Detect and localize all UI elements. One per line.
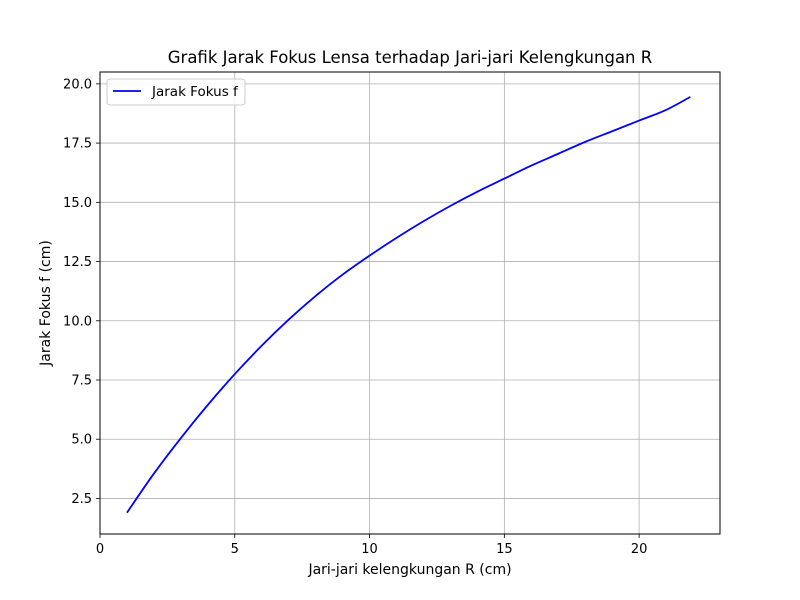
x-tick-label: 0 bbox=[96, 542, 104, 557]
y-tick-label: 5.0 bbox=[71, 433, 92, 448]
legend-box bbox=[106, 78, 246, 106]
y-axis: 2.5 5.0 7.5 10.0 12.5 15.0 17.5 20.0 bbox=[63, 77, 100, 507]
y-tick-label: 2.5 bbox=[71, 492, 92, 507]
y-tick-label: 17.5 bbox=[63, 137, 92, 152]
y-tick-label: 12.5 bbox=[63, 255, 92, 270]
series-layer bbox=[126, 96, 691, 514]
x-axis-label: Jari-jari kelengkungan R (cm) bbox=[307, 562, 511, 578]
x-axis: 0 5 10 15 20 bbox=[96, 534, 648, 557]
legend-label: Jarak Fokus f bbox=[151, 84, 239, 100]
plot-area bbox=[100, 72, 720, 534]
x-tick-label: 20 bbox=[631, 542, 648, 557]
x-tick-label: 10 bbox=[361, 542, 378, 557]
series-line-jarak-fokus bbox=[126, 96, 691, 514]
y-axis-label: Jarak Fokus f (cm) bbox=[38, 240, 54, 367]
y-tick-label: 20.0 bbox=[63, 77, 92, 92]
legend: Jarak Fokus f bbox=[106, 78, 246, 106]
x-tick-label: 5 bbox=[231, 542, 239, 557]
plot-frame bbox=[99, 71, 721, 535]
chart-title: Grafik Jarak Fokus Lensa terhadap Jari-j… bbox=[168, 48, 652, 67]
grid bbox=[99, 72, 720, 534]
y-tick-label: 15.0 bbox=[63, 196, 92, 211]
y-tick-label: 10.0 bbox=[63, 314, 92, 329]
x-tick-label: 15 bbox=[496, 542, 513, 557]
y-tick-label: 7.5 bbox=[71, 374, 92, 389]
